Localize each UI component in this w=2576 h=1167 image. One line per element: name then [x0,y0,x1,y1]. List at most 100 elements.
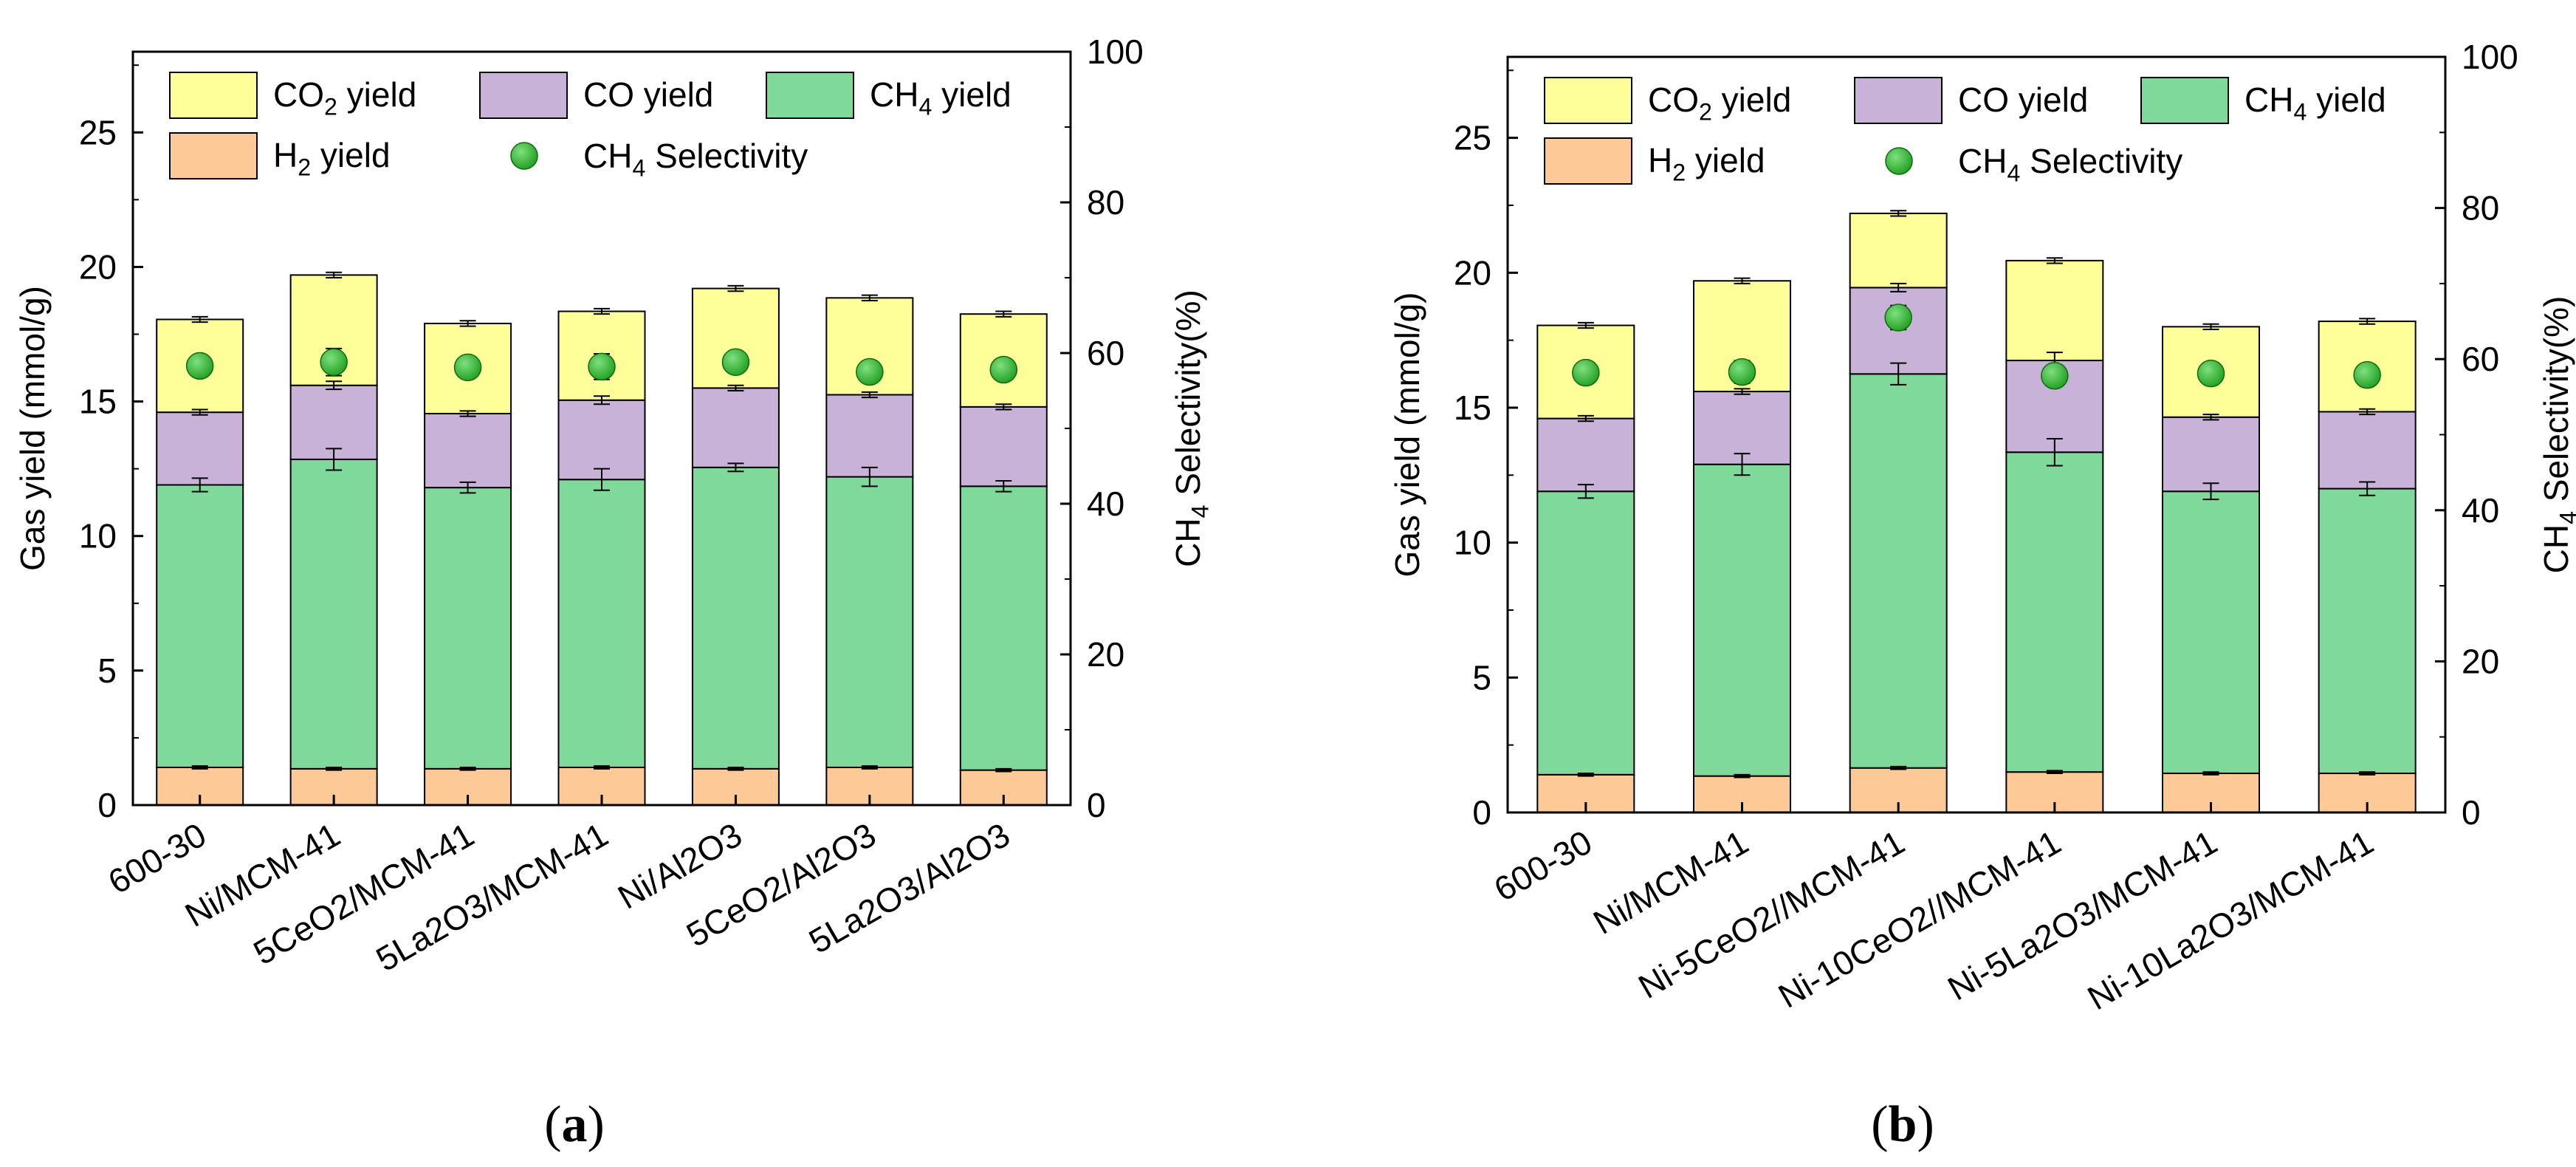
error-bar-ch4-5 [861,466,878,487]
bar-ch4-5 [825,476,914,768]
error-bar-ch4-3 [594,468,610,491]
error-bar-h2-4 [727,767,744,771]
y-axis-title: Gas yield (mmol/g) [1388,292,1426,578]
error-bar-co-1 [1734,388,1751,395]
selectivity-point-3 [2041,361,2069,390]
legend-marker-selectivity [1885,147,1913,175]
y2-tick-label: 100 [2462,38,2518,76]
bar-co-5 [2318,411,2417,490]
legend-label-ch4: CH4 yield [2244,81,2386,126]
legend-label-co: CO yield [583,75,713,114]
legend-marker-selectivity [510,142,538,170]
bar-ch4-3 [2005,451,2104,773]
legend-swatch-co [479,72,568,119]
legend-swatch-ch4 [766,72,854,119]
y2-tick-label: 20 [2462,642,2499,680]
error-bar-co-2 [1890,282,1907,292]
selectivity-point-4 [721,348,750,376]
error-bar-co-3 [594,395,610,405]
bar-ch4-2 [1849,373,1948,769]
y-tick-label: 0 [1472,793,1491,832]
error-bar-ch4-0 [191,477,208,493]
error-bar-co2-0 [191,315,208,324]
bar-ch4-6 [959,485,1048,771]
bar-co-1 [289,384,378,460]
selectivity-point-0 [185,352,214,380]
chart-panel-b: 0510152025020406080100600-30Ni/MCM-41Ni-… [1388,38,2576,1153]
x-tick-label-3: Ni-10CeO2//MCM-41 [1772,823,2067,1016]
panel-label-b: (b) [1871,1096,1934,1153]
error-bar-ch4-1 [326,448,343,471]
legend: CO2 yield CO yield CH4 yield H2 yield CH4 Se… [169,72,1011,182]
legend-label-co2: CO2 yield [1648,81,1791,126]
selectivity-point-5 [2353,360,2381,389]
error-bar-co2-0 [1577,321,1594,329]
error-bar-ch4-4 [727,462,744,473]
chart-panel-a: 0510152025020406080100600-30Ni/MCM-415Ce… [13,32,1214,1153]
selectivity-point-2 [1884,304,1912,332]
bar-co-1 [1693,391,1791,465]
bar-ch4-0 [156,484,244,768]
bar-co-6 [959,405,1048,487]
selectivity-point-0 [1572,358,1600,387]
bar-ch4-3 [557,479,646,768]
bar-co-3 [557,399,646,481]
y2-axis-title: CH4 Selectivity(%) [1169,290,1214,567]
bar-co2-3 [2005,259,2104,362]
error-bar-co-4 [2202,414,2219,421]
bar-co-0 [1536,417,1635,493]
y2-tick-label: 80 [1087,183,1124,222]
panel-label-a: (a) [544,1096,605,1153]
bar-co-2 [424,412,512,489]
error-bar-h2-1 [326,767,343,771]
x-tick-label-2: 5CeO2/MCM-41 [247,815,481,972]
error-bar-co2-1 [326,271,343,278]
error-bar-h2-3 [2046,770,2063,775]
error-bar-co-6 [995,403,1012,411]
legend: CO2 yield CO yield CH4 yield H2 yield CH4 Se… [1544,77,2386,187]
y-tick-label: 15 [1454,389,1491,427]
selectivity-point-3 [588,352,616,381]
legend-swatch-co2 [169,72,258,119]
y-tick-label: 20 [79,247,117,286]
selectivity-point-5 [856,357,884,386]
legend-label-h2: H2 yield [273,136,391,181]
error-bar-co-0 [1577,414,1594,422]
error-bar-co2-6 [995,310,1012,318]
error-bar-ch4-1 [1734,453,1751,476]
bar-co-0 [156,411,244,486]
legend-swatch-co [1854,77,1943,124]
error-bar-h2-0 [1577,773,1594,777]
error-bar-co-4 [727,384,744,391]
error-bar-ch4-2 [459,481,476,494]
error-bar-co2-4 [727,284,744,292]
legend-label-co2: CO2 yield [273,75,416,120]
bar-co-5 [825,394,914,478]
x-tick-label-4: Ni-5La2O3/MCM-41 [1941,823,2223,1008]
error-bar-h2-6 [995,767,1012,773]
error-bar-ch4-4 [2202,482,2219,501]
y2-tick-label: 20 [1087,635,1124,674]
y2-tick-label: 0 [2462,793,2481,832]
legend-swatch-h2 [169,132,258,179]
x-tick-label-0: 600-30 [102,815,213,902]
error-bar-co-5 [2359,408,2376,416]
bar-co-4 [691,387,780,468]
bar-co-4 [2162,416,2260,493]
y-tick-label: 15 [79,383,117,421]
selectivity-point-6 [989,355,1018,384]
y2-tick-label: 40 [1087,485,1124,523]
legend-label-selectivity: CH4 Selectivity [583,137,808,182]
error-bar-h2-5 [861,765,878,770]
legend-swatch-h2 [1544,137,1632,185]
y2-tick-label: 60 [1087,334,1124,372]
bar-ch4-0 [1536,490,1635,776]
error-bar-co-1 [326,380,343,391]
error-bar-ch4-3 [2046,437,2063,467]
x-tick-label-2: Ni-5CeO2//MCM-41 [1632,823,1911,1006]
selectivity-point-2 [453,353,482,382]
y2-tick-label: 40 [2462,491,2499,530]
x-tick-label-5: Ni-10La2O3/MCM-41 [2081,823,2380,1018]
y-axis-title: Gas yield (mmol/g) [13,286,52,571]
legend-label-selectivity: CH4 Selectivity [1958,142,2182,187]
